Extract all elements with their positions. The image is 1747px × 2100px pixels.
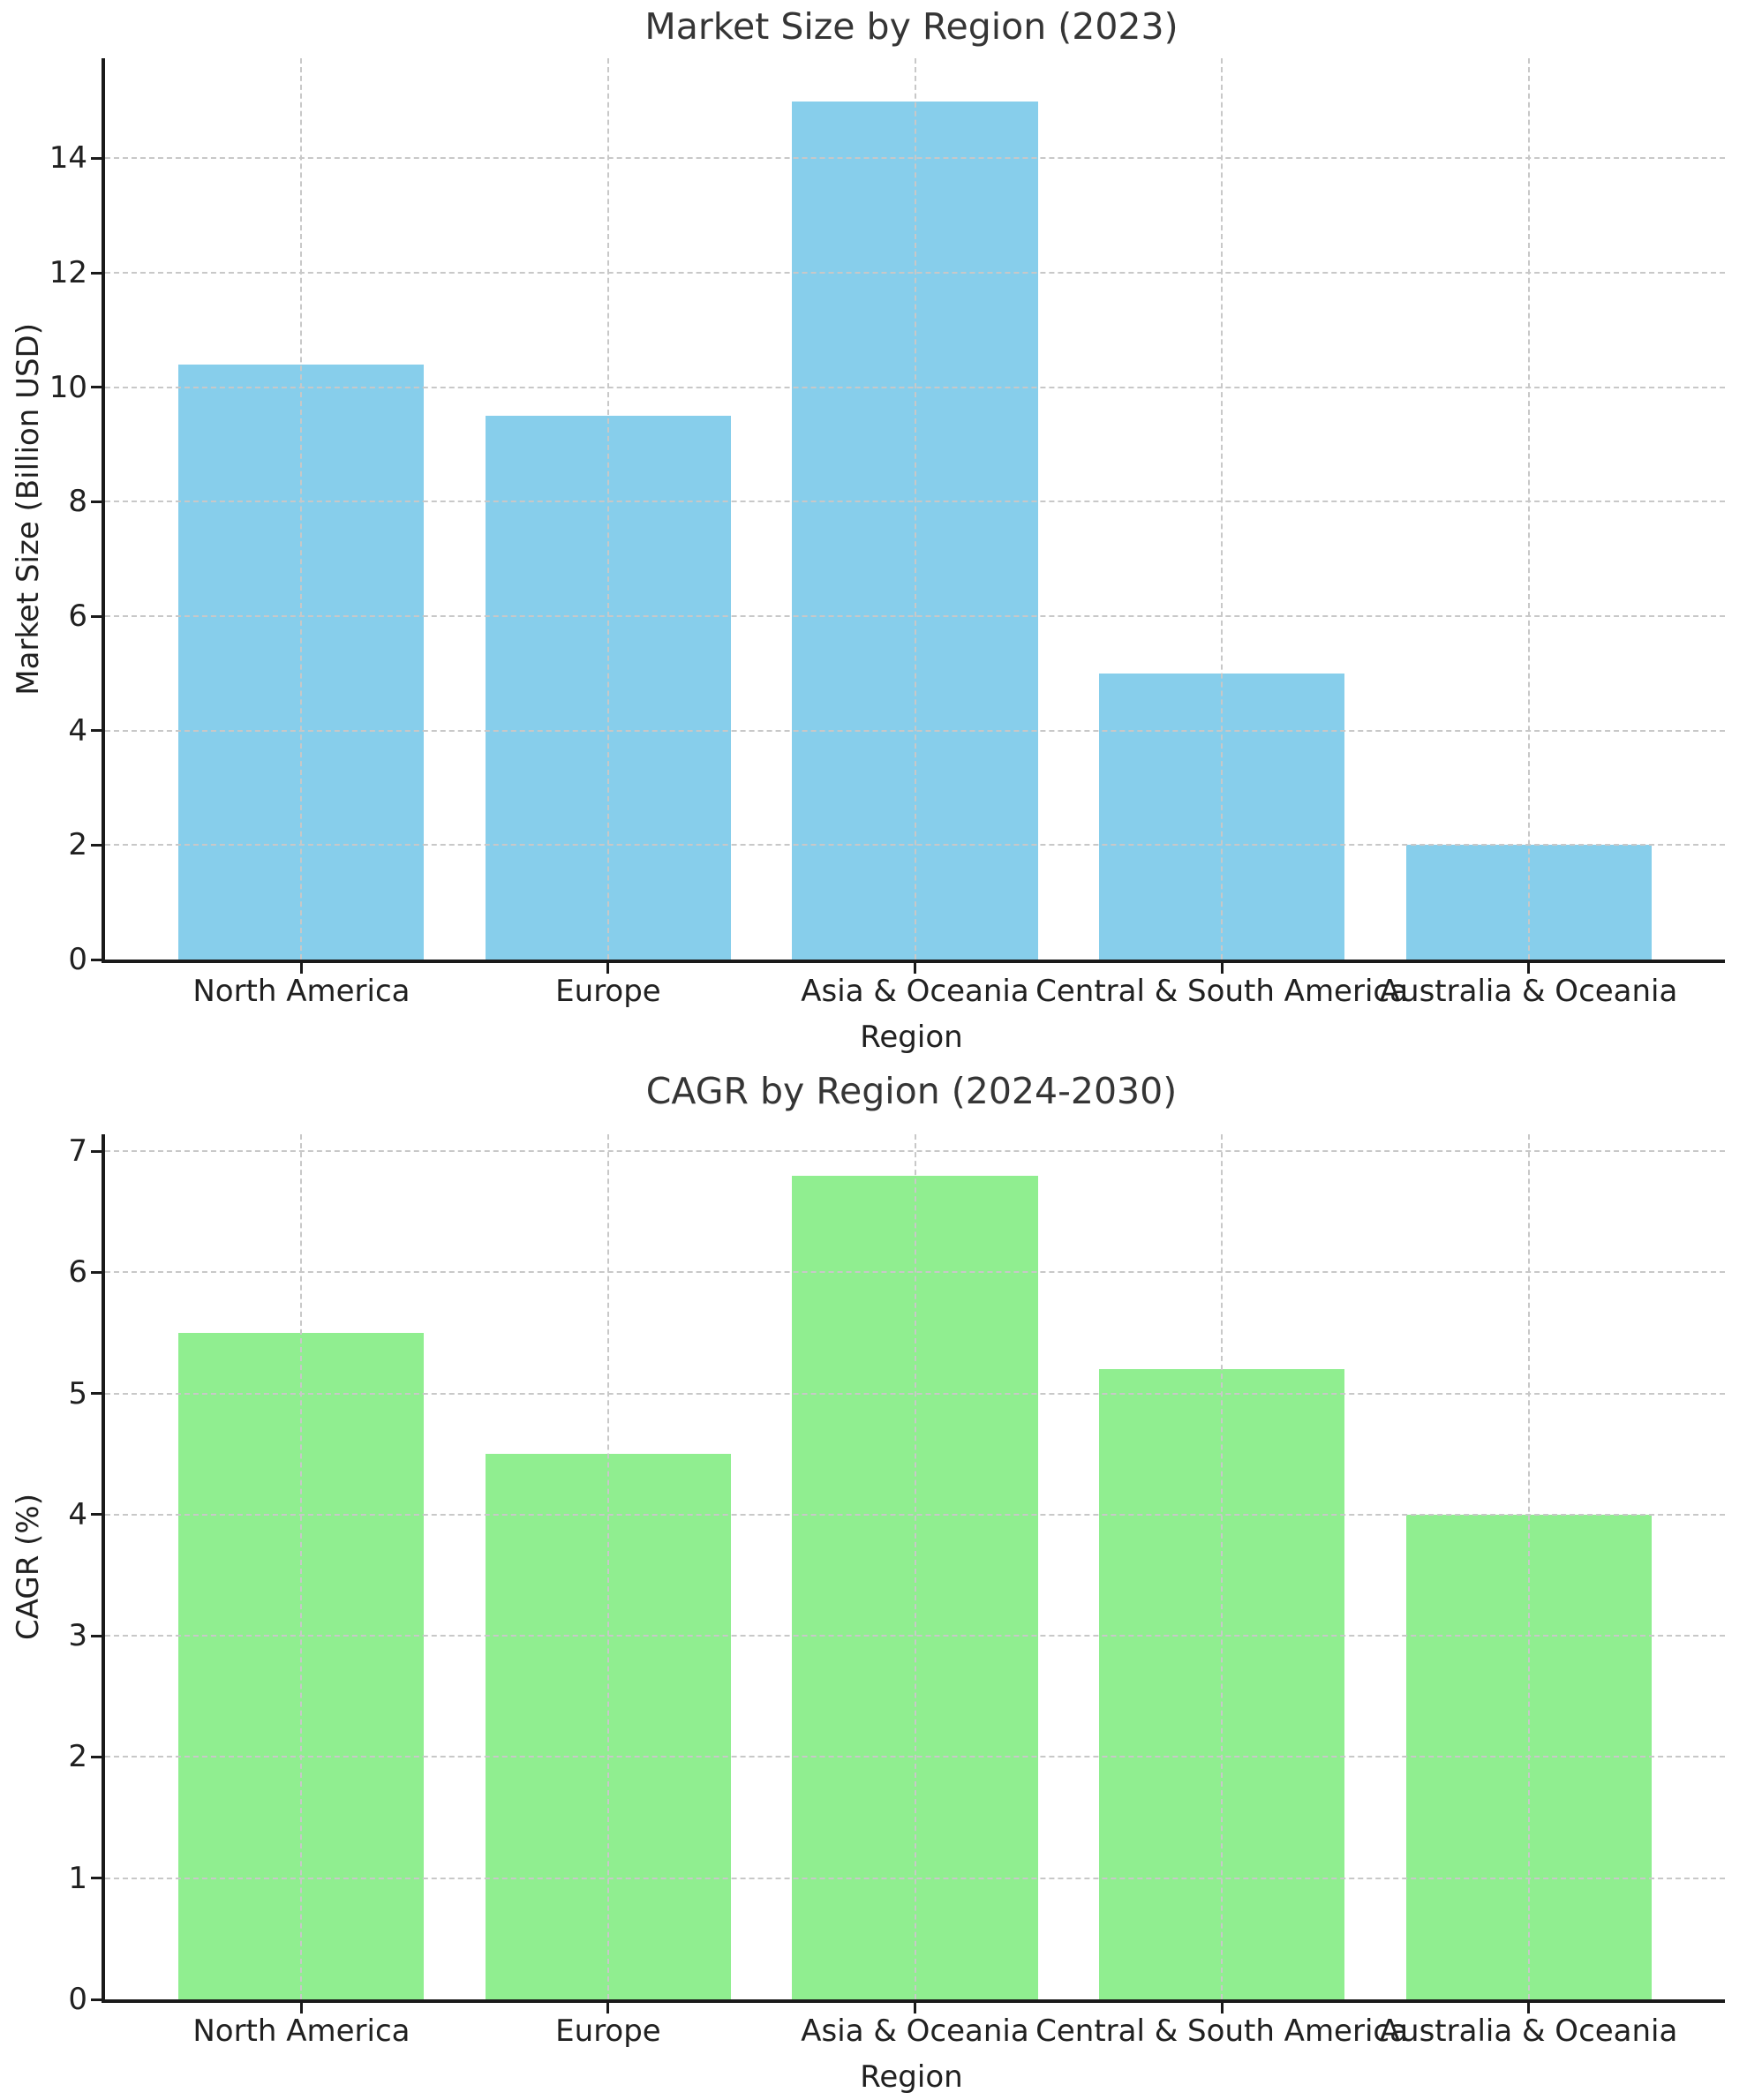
bar-europe <box>485 1454 731 1999</box>
y-tick-mark <box>91 1270 102 1274</box>
x-axis-label: Region <box>860 1020 963 1055</box>
gridline-horizontal <box>105 1150 1725 1153</box>
x-tick-mark <box>1220 963 1224 974</box>
gridline-vertical <box>1221 1134 1224 1999</box>
y-tick-label: 3 <box>68 1618 87 1654</box>
y-tick-label: 2 <box>68 1739 87 1775</box>
y-tick-mark <box>91 1149 102 1153</box>
y-tick-mark <box>91 729 102 733</box>
x-tick-mark <box>299 2003 303 2013</box>
chart-title: CAGR by Region (2024-2030) <box>645 1070 1178 1112</box>
gridline-vertical <box>1221 58 1224 960</box>
y-tick-label: 14 <box>49 140 87 177</box>
gridline-vertical <box>914 58 916 960</box>
x-tick-label: North America <box>192 2013 410 2049</box>
gridline-horizontal <box>105 1635 1725 1637</box>
x-tick-mark <box>914 2003 916 2013</box>
y-tick-label: 6 <box>68 598 87 635</box>
x-tick-mark <box>914 963 916 974</box>
y-tick-label: 12 <box>49 255 87 291</box>
y-tick-mark <box>91 843 102 847</box>
x-tick-label: Central & South America <box>1035 974 1408 1009</box>
y-tick-label: 0 <box>68 942 87 977</box>
x-axis-label: Region <box>860 2059 963 2095</box>
gridline-horizontal <box>105 1271 1725 1274</box>
gridline-vertical <box>606 58 609 960</box>
bar-asia-and-oceania <box>792 101 1038 960</box>
gridline-vertical <box>1527 1134 1530 1999</box>
y-tick-label: 2 <box>68 827 87 863</box>
gridline-horizontal <box>105 729 1725 732</box>
gridline-vertical <box>300 1134 303 1999</box>
x-tick-mark <box>606 963 610 974</box>
x-tick-label: Europe <box>555 2013 661 2049</box>
y-tick-mark <box>91 1877 102 1880</box>
y-tick-label: 1 <box>68 1860 87 1896</box>
y-tick-label: 10 <box>49 369 87 405</box>
gridline-horizontal <box>105 1877 1725 1879</box>
gridline-horizontal <box>105 615 1725 618</box>
x-tick-mark <box>606 2003 610 2013</box>
gridline-vertical <box>300 58 303 960</box>
x-tick-mark <box>1527 963 1531 974</box>
y-tick-label: 6 <box>68 1254 87 1291</box>
y-tick-label: 0 <box>68 1982 87 2017</box>
y-tick-label: 8 <box>68 484 87 520</box>
bar-australia-and-oceania <box>1405 845 1652 960</box>
x-tick-mark <box>1527 2003 1531 2013</box>
y-tick-mark <box>91 1634 102 1637</box>
gridline-horizontal <box>105 272 1725 275</box>
y-tick-label: 5 <box>68 1375 87 1411</box>
gridline-horizontal <box>105 1513 1725 1516</box>
y-axis-label-wrap: Market Size (Billion USD) <box>5 58 51 960</box>
y-tick-mark <box>91 500 102 503</box>
x-tick-label: Asia & Oceania <box>801 2013 1029 2049</box>
y-axis-label: CAGR (%) <box>11 1493 46 1640</box>
y-axis-label: Market Size (Billion USD) <box>11 322 46 696</box>
plot-area: North America Europe Asia & Oceania Central… <box>68 1133 1725 2049</box>
x-tick-label: Central & South America <box>1035 2013 1408 2049</box>
gridline-horizontal <box>105 157 1725 160</box>
gridline-horizontal <box>105 844 1725 847</box>
x-tick-label: North America <box>192 974 410 1009</box>
gridline-horizontal <box>105 501 1725 503</box>
y-tick-mark <box>91 386 102 389</box>
bar-europe <box>485 416 731 960</box>
y-tick-mark <box>91 614 102 618</box>
x-tick-label: Europe <box>555 974 661 1009</box>
gridline-vertical <box>914 1134 916 1999</box>
y-tick-mark <box>91 1755 102 1758</box>
y-tick-mark <box>91 958 102 961</box>
y-tick-label: 7 <box>68 1133 87 1170</box>
bar-australia-and-oceania <box>1405 1514 1652 1999</box>
bar-central-and-south-america <box>1099 673 1345 960</box>
chart-title: Market Size by Region (2023) <box>644 5 1178 48</box>
y-axis-label-wrap: CAGR (%) <box>5 1134 51 1999</box>
y-tick-mark <box>91 271 102 275</box>
x-tick-mark <box>1220 2003 1224 2013</box>
gridline-horizontal <box>105 1756 1725 1758</box>
gridline-vertical <box>606 1134 609 1999</box>
y-tick-label: 4 <box>68 712 87 749</box>
x-tick-label: Asia & Oceania <box>801 974 1029 1009</box>
x-tick-label: Australia & Oceania <box>1379 974 1678 1009</box>
gridline-vertical <box>1527 58 1530 960</box>
bar-central-and-south-america <box>1099 1369 1345 1999</box>
y-tick-mark <box>91 156 102 160</box>
bar-north-america <box>178 1333 425 1999</box>
y-tick-mark <box>91 1392 102 1396</box>
gridline-horizontal <box>105 386 1725 388</box>
plot-area: North America Europe Asia & Oceania Central… <box>49 58 1725 1009</box>
x-tick-mark <box>299 963 303 974</box>
y-tick-mark <box>91 1513 102 1517</box>
bar-asia-and-oceania <box>792 1175 1038 1999</box>
gridline-horizontal <box>105 1392 1725 1395</box>
bar-north-america <box>178 364 425 960</box>
x-tick-label: Australia & Oceania <box>1379 2013 1678 2049</box>
y-tick-label: 4 <box>68 1496 87 1532</box>
y-tick-mark <box>91 1998 102 2001</box>
